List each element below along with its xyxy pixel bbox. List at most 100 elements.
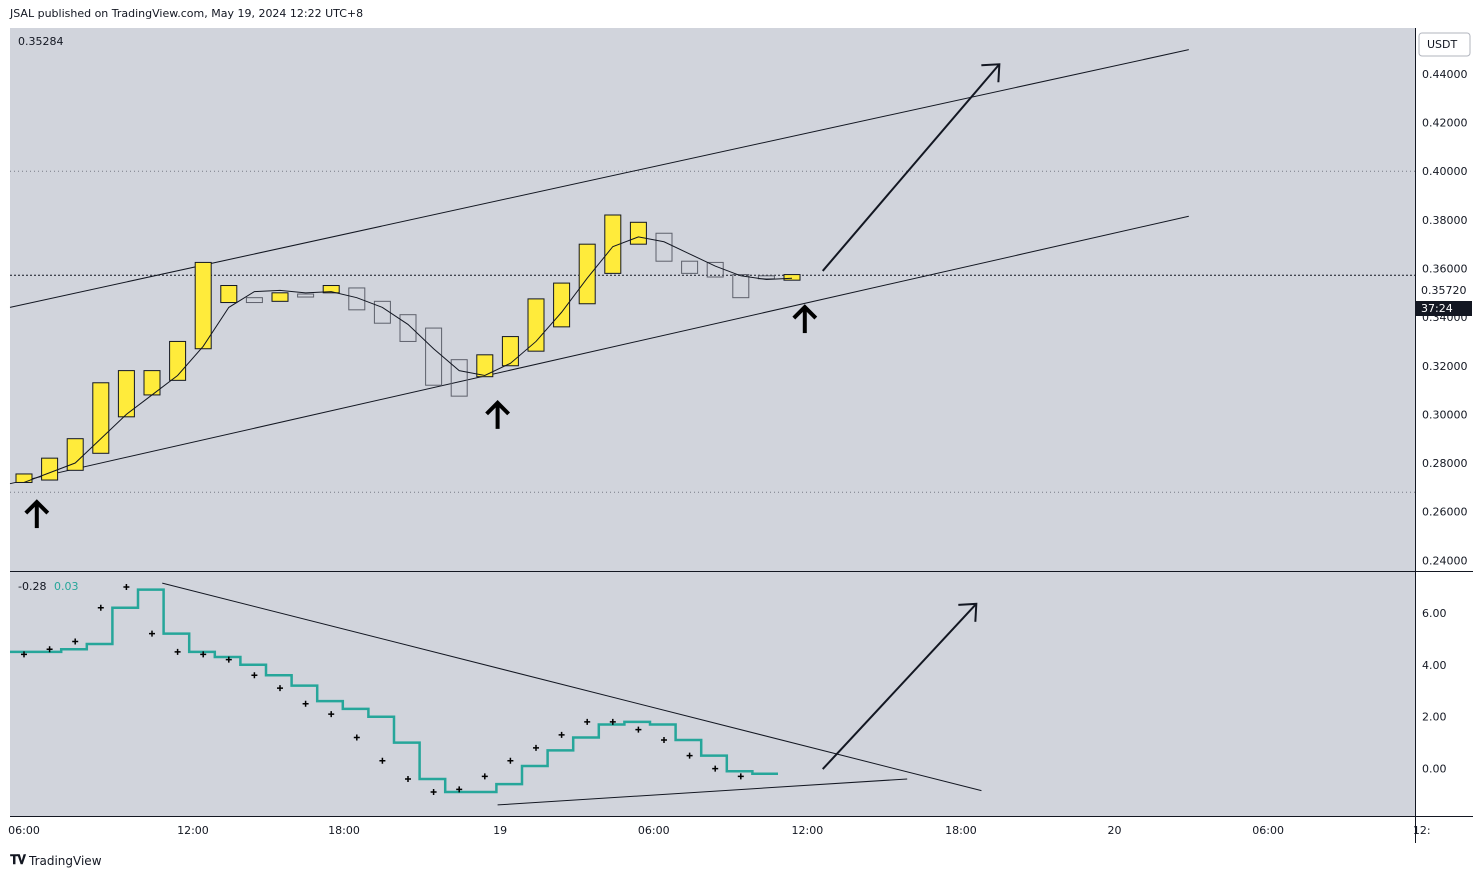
- oscillator-dot: [661, 737, 667, 744]
- price-tick-label: 0.26000: [1422, 506, 1468, 519]
- oscillator-dot: [712, 765, 719, 772]
- candle-body: [604, 214, 622, 274]
- candle-body: [92, 382, 110, 454]
- forecast-arrow: [821, 63, 1001, 272]
- price-tick-label: 0.24000: [1422, 554, 1468, 567]
- up-marker-head: [485, 400, 511, 416]
- oscillator-dot: [737, 773, 744, 780]
- price-tick-label: 0.42000: [1422, 117, 1468, 130]
- oscillator-tick-label: 6.00: [1422, 607, 1447, 620]
- oscillator-trendline-support: [497, 778, 908, 806]
- publish-header: JSAL published on TradingView.com, May 1…: [10, 7, 364, 20]
- candle-body: [348, 287, 366, 311]
- candle-body: [194, 261, 212, 350]
- candle-body: [66, 438, 84, 471]
- candle-body: [220, 285, 238, 304]
- oscillator-dot: [379, 757, 386, 764]
- candle-body: [169, 340, 187, 381]
- oscillator-dot: [123, 583, 130, 590]
- current-price-label: 0.35720: [1421, 284, 1467, 297]
- oscillator-forecast-arrow-head: [958, 602, 978, 622]
- oscillator-dot: [405, 775, 411, 782]
- price-pane[interactable]: [10, 28, 1415, 571]
- candle-body: [553, 282, 571, 328]
- candle-body: [681, 260, 699, 274]
- trendline-channel-bottom: [9, 215, 1189, 485]
- oscillator-dot: [558, 731, 565, 738]
- oscillator-dot: [353, 734, 360, 741]
- forecast-arrow-head: [981, 63, 1001, 83]
- oscillator-dot: [72, 638, 79, 645]
- countdown-label: 37:24: [1421, 302, 1453, 315]
- candle-body: [450, 359, 468, 397]
- candle-body: [117, 370, 135, 418]
- candle-body: [399, 314, 417, 342]
- oscillator-dot: [97, 604, 104, 611]
- oscillator-dot: [21, 651, 27, 658]
- oscillator-dot: [251, 672, 258, 679]
- moving-average-line: [23, 236, 793, 483]
- oscillator-dot: [456, 786, 463, 793]
- oscillator-dot: [533, 744, 539, 751]
- currency-button[interactable]: [1418, 32, 1471, 57]
- oscillator-dot: [609, 718, 616, 725]
- oscillator-tick-label: 0.00: [1422, 763, 1447, 776]
- candle-body: [578, 243, 596, 305]
- time-tick-label: 19: [493, 824, 507, 837]
- oscillator-dot: [430, 788, 437, 795]
- candle-body: [757, 275, 775, 280]
- time-tick-label: 06:00: [1252, 824, 1284, 837]
- candle-body: [15, 473, 33, 483]
- time-tick-label: 18:00: [328, 824, 360, 837]
- candle-body: [425, 327, 443, 386]
- footer-brand[interactable]: 𝐓𝐕 TradingView: [10, 853, 102, 868]
- candle-body: [706, 261, 724, 278]
- candle-body: [783, 274, 801, 281]
- oscillator-dot: [174, 648, 181, 655]
- time-tick-label: 06:00: [638, 824, 670, 837]
- oscillator-tick-label: 2.00: [1422, 711, 1447, 724]
- oscillator-dot: [200, 651, 207, 658]
- candle-body: [629, 221, 647, 245]
- price-axis-bg[interactable]: [1415, 28, 1473, 816]
- oscillator-forecast-arrow: [821, 603, 978, 770]
- oscillator-trendline-resistance: [162, 582, 982, 792]
- candle-body: [271, 292, 289, 302]
- time-axis-bg[interactable]: [10, 816, 1473, 843]
- oscillator-dot: [328, 711, 335, 718]
- price-tick-label: 0.36000: [1422, 262, 1468, 275]
- tradingview-logo-icon: 𝐓𝐕: [10, 853, 26, 868]
- oscillator-dot: [149, 630, 155, 637]
- up-marker-head: [792, 304, 818, 320]
- oscillator-dot: [302, 700, 309, 707]
- price-pane-value: 0.35284: [18, 35, 64, 48]
- candle-body: [501, 336, 519, 367]
- chart-marks: 0.440000.420000.400000.380000.360000.340…: [8, 49, 1468, 837]
- oscillator-dot: [225, 656, 232, 663]
- oscillator-dot: [686, 752, 693, 759]
- oscillator-dot: [46, 646, 53, 653]
- candle-body: [297, 293, 315, 298]
- price-tick-label: 0.28000: [1422, 457, 1468, 470]
- oscillator-value-a: -0.28: [18, 580, 46, 593]
- time-tick-label: 18:00: [945, 824, 977, 837]
- price-tick-label: 0.32000: [1422, 360, 1468, 373]
- up-marker-head: [24, 499, 50, 515]
- candle-body: [476, 354, 494, 378]
- candle-body: [322, 285, 340, 294]
- time-tick-label: 20: [1108, 824, 1122, 837]
- oscillator-step-line: [10, 588, 778, 794]
- currency-label: USDT: [1427, 38, 1458, 51]
- candle-body: [655, 232, 673, 262]
- candle-body: [527, 298, 545, 352]
- price-tick-label: 0.44000: [1422, 68, 1468, 81]
- oscillator-dot: [277, 685, 283, 692]
- time-tick-label: 06:00: [8, 824, 40, 837]
- candle-body: [41, 457, 59, 481]
- oscillator-dot: [584, 718, 591, 725]
- oscillator-pane[interactable]: [10, 572, 1415, 816]
- oscillator-tick-label: 4.00: [1422, 659, 1447, 672]
- oscillator-dot: [635, 726, 642, 733]
- candle-body: [245, 297, 263, 304]
